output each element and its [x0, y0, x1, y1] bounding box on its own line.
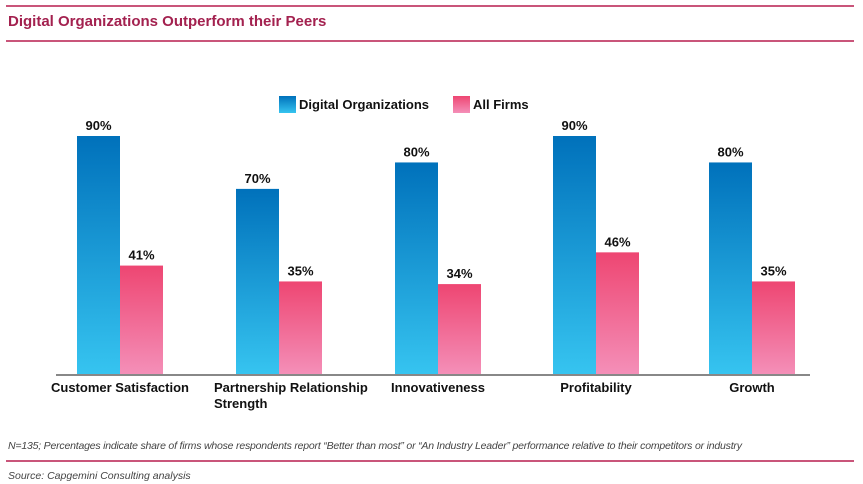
- legend-swatch-digital: [279, 96, 296, 113]
- data-label-all-firms: 34%: [446, 266, 472, 281]
- data-label-all-firms: 46%: [604, 234, 630, 249]
- bar-all-firms: [120, 265, 163, 374]
- footer-rule: [6, 460, 854, 462]
- chart-title: Digital Organizations Outperform their P…: [8, 13, 327, 30]
- bar-all-firms: [752, 281, 795, 374]
- category-label: Partnership Relationship Strength: [214, 380, 368, 411]
- bar-digital: [77, 136, 120, 374]
- legend-swatch-all-firms: [453, 96, 470, 113]
- category-label: Profitability: [560, 380, 632, 395]
- data-label-digital: 70%: [244, 171, 270, 186]
- bar-all-firms: [596, 252, 639, 374]
- legend: Digital Organizations All Firms: [279, 96, 529, 113]
- bar-all-firms: [279, 281, 322, 374]
- data-label-digital: 90%: [561, 118, 587, 133]
- source-note: Source: Capgemini Consulting analysis: [8, 470, 191, 482]
- title-rule: [6, 40, 854, 42]
- category-label: Innovativeness: [391, 380, 485, 395]
- category-label: Customer Satisfaction: [51, 380, 189, 395]
- bar-digital: [553, 136, 596, 374]
- legend-label-all-firms: All Firms: [473, 97, 529, 112]
- data-label-all-firms: 35%: [760, 263, 786, 278]
- bar-all-firms: [438, 284, 481, 374]
- data-label-digital: 90%: [85, 118, 111, 133]
- category-label: Growth: [729, 380, 775, 395]
- bar-digital: [236, 188, 279, 374]
- data-label-all-firms: 35%: [287, 263, 313, 278]
- legend-label-digital: Digital Organizations: [299, 97, 429, 112]
- data-label-digital: 80%: [717, 144, 743, 159]
- data-label-digital: 80%: [403, 144, 429, 159]
- bar-digital: [709, 162, 752, 374]
- bar-chart: Digital Organizations All Firms 90% 41% 70…: [51, 96, 810, 411]
- data-label-all-firms: 41%: [128, 248, 154, 263]
- footnote: N=135; Percentages indicate share of fir…: [8, 440, 742, 452]
- top-rule: [6, 5, 854, 7]
- bar-digital: [395, 162, 438, 374]
